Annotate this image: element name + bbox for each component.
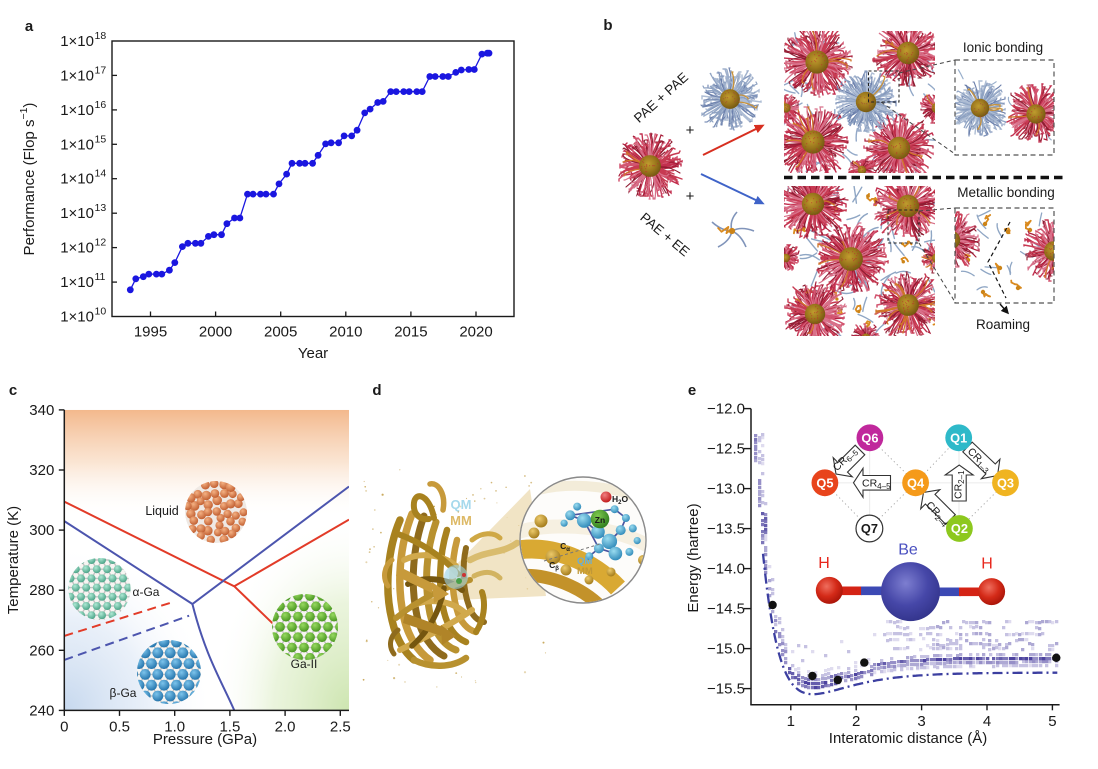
svg-text:Liquid: Liquid [145,504,178,518]
svg-text:0: 0 [60,718,68,735]
svg-text:1.5: 1.5 [219,718,240,735]
svg-text:2010: 2010 [329,324,362,341]
svg-text:2: 2 [852,713,860,730]
svg-text:300: 300 [29,522,54,539]
svg-text:Metallic bonding: Metallic bonding [957,185,1055,200]
svg-text:320: 320 [29,462,54,479]
svg-text:Q2: Q2 [951,521,968,536]
svg-text:Q4: Q4 [907,475,925,490]
svg-text:−12.5: −12.5 [707,441,745,458]
svg-text:c: c [9,382,17,399]
svg-text:340: 340 [29,402,54,419]
svg-text:2015: 2015 [394,324,427,341]
svg-text:Temperature (K): Temperature (K) [5,506,22,614]
svg-text:2.0: 2.0 [275,718,296,735]
svg-text:Zn: Zn [595,515,605,525]
svg-text:H2O: H2O [612,494,628,506]
svg-text:280: 280 [29,582,54,599]
svg-text:3: 3 [917,713,925,730]
svg-text:Cβ: Cβ [549,560,559,572]
svg-text:1: 1 [787,713,795,730]
svg-text:QM: QM [577,556,592,567]
svg-text:−14.5: −14.5 [707,601,745,618]
svg-text:−14.0: −14.0 [707,561,745,578]
svg-text:1×10: 1×10 [60,33,94,50]
svg-text:−13.5: −13.5 [707,521,745,538]
svg-text:Roaming: Roaming [976,317,1030,332]
svg-text:Ga-II: Ga-II [291,657,318,671]
svg-text:b: b [603,17,612,34]
svg-text:−13.0: −13.0 [707,481,745,498]
svg-text:Energy (hartree): Energy (hartree) [685,503,702,612]
svg-text:2.5: 2.5 [330,718,351,735]
svg-text:β-Ga: β-Ga [110,686,137,700]
svg-text:Cα: Cα [560,541,570,553]
svg-text:10: 10 [95,306,107,318]
svg-text:260: 260 [29,642,54,659]
svg-text:2000: 2000 [199,324,232,341]
svg-text:16: 16 [95,99,107,111]
svg-text:1.0: 1.0 [164,718,185,735]
svg-text:e: e [688,382,696,399]
svg-text:4: 4 [983,713,991,730]
svg-text:15: 15 [95,133,107,145]
svg-text:1995: 1995 [134,324,167,341]
svg-text:1×10: 1×10 [60,205,94,222]
svg-text:240: 240 [29,702,54,719]
svg-text:18: 18 [95,30,107,42]
svg-text:5: 5 [1048,713,1056,730]
svg-text:1×10: 1×10 [60,136,94,153]
svg-text:Q5: Q5 [816,475,833,490]
svg-text:MM: MM [450,513,472,528]
svg-text:H: H [818,555,830,572]
svg-text:MM: MM [577,566,593,577]
svg-text:0.5: 0.5 [109,718,130,735]
svg-text:−15.5: −15.5 [707,681,745,698]
svg-text:Q1: Q1 [950,430,967,445]
svg-text:17: 17 [95,64,107,76]
svg-text:2020: 2020 [459,324,492,341]
svg-text:1×10: 1×10 [60,309,94,326]
svg-text:1×10: 1×10 [60,274,94,291]
svg-text:PAE + PAE: PAE + PAE [631,70,691,126]
svg-text:2005: 2005 [264,324,297,341]
svg-text:Ionic bonding: Ionic bonding [963,40,1043,55]
svg-text:Q3: Q3 [997,475,1014,490]
svg-text:−12.0: −12.0 [707,401,745,418]
svg-text:14: 14 [95,168,107,180]
svg-text:1×10: 1×10 [60,240,94,257]
svg-text:Be: Be [898,542,918,559]
svg-text:Q7: Q7 [861,521,878,536]
svg-text:Interatomic distance (Å): Interatomic distance (Å) [829,730,987,747]
svg-text:PAE + EE: PAE + EE [637,210,692,260]
svg-text:−15.0: −15.0 [707,641,745,658]
svg-text:1×10: 1×10 [60,171,94,188]
svg-text:1×10: 1×10 [60,102,94,119]
svg-text:11: 11 [95,271,106,283]
svg-text:+: + [686,188,695,205]
svg-text:Q6: Q6 [861,430,878,445]
svg-text:13: 13 [95,202,107,214]
svg-text:Performance (Flop s−1): Performance (Flop s−1) [18,103,38,256]
svg-text:1×10: 1×10 [60,67,94,84]
svg-text:Pressure (GPa): Pressure (GPa) [153,731,257,748]
svg-text:12: 12 [95,237,107,249]
svg-text:QM: QM [451,497,472,512]
svg-text:H: H [981,556,993,573]
svg-text:d: d [372,382,381,399]
svg-text:α-Ga: α-Ga [133,585,160,599]
svg-text:Year: Year [298,345,328,362]
svg-text:+: + [686,122,695,139]
svg-text:a: a [25,18,34,35]
